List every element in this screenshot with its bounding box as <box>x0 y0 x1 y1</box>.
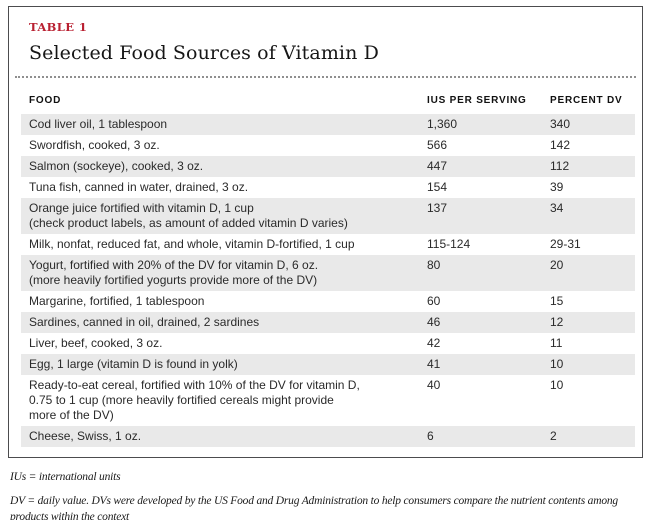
food-cell: Ready-to-eat cereal, fortified with 10% … <box>29 378 360 422</box>
ius-per-serving-cell: 60 <box>427 294 441 308</box>
ius-per-serving-cell: 1,360 <box>427 117 458 131</box>
food-cell: Margarine, fortified, 1 tablespoon <box>29 294 205 308</box>
table-row: Sardines, canned in oil, drained, 2 sard… <box>21 312 635 333</box>
column-header-percent-dv: PERCENT DV <box>550 95 623 106</box>
table-row: Liver, beef, cooked, 3 oz. 42 11 <box>21 333 635 354</box>
food-cell: Cod liver oil, 1 tablespoon <box>29 117 168 131</box>
percent-dv-cell: 142 <box>550 138 571 152</box>
footnote-dv-definition: DV = daily value. DVs were developed by … <box>10 495 618 520</box>
footnotes: IUs = international units DV = daily val… <box>10 469 640 520</box>
vitamin-d-table-page: TABLE 1 Selected Food Sources of Vitamin… <box>0 6 650 520</box>
table-row: Ready-to-eat cereal, fortified with 10% … <box>21 375 635 426</box>
table-row: Yogurt, fortified with 20% of the DV for… <box>21 255 635 291</box>
table-row: Cheese, Swiss, 1 oz. 6 2 <box>21 426 635 447</box>
food-cell: Cheese, Swiss, 1 oz. <box>29 429 142 443</box>
percent-dv-cell: 12 <box>550 315 564 329</box>
page-title: Selected Food Sources of Vitamin D <box>29 42 379 64</box>
percent-dv-cell: 10 <box>550 378 564 392</box>
table-row: Margarine, fortified, 1 tablespoon 60 15 <box>21 291 635 312</box>
card-header: TABLE 1 Selected Food Sources of Vitamin… <box>9 7 642 64</box>
food-cell: Tuna fish, canned in water, drained, 3 o… <box>29 180 249 194</box>
percent-dv-cell: 29-31 <box>550 237 581 251</box>
food-cell: Swordfish, cooked, 3 oz. <box>29 138 160 152</box>
table-row: Swordfish, cooked, 3 oz. 566 142 <box>21 135 635 156</box>
percent-dv-cell: 34 <box>550 201 564 215</box>
food-cell: Sardines, canned in oil, drained, 2 sard… <box>29 315 260 329</box>
percent-dv-cell: 2 <box>550 429 557 443</box>
ius-per-serving-cell: 566 <box>427 138 448 152</box>
table-body: Cod liver oil, 1 tablespoon 1,360 340 Sw… <box>21 114 635 447</box>
ius-per-serving-cell: 447 <box>427 159 448 173</box>
food-cell: Milk, nonfat, reduced fat, and whole, vi… <box>29 237 355 251</box>
food-cell: Salmon (sockeye), cooked, 3 oz. <box>29 159 204 173</box>
table-number-label: TABLE 1 <box>29 20 88 34</box>
percent-dv-cell: 20 <box>550 258 564 272</box>
food-cell: Orange juice fortified with vitamin D, 1… <box>29 201 348 230</box>
food-cell: Yogurt, fortified with 20% of the DV for… <box>29 258 319 287</box>
table-row: Milk, nonfat, reduced fat, and whole, vi… <box>21 234 635 255</box>
ius-per-serving-cell: 154 <box>427 180 448 194</box>
table-row: Tuna fish, canned in water, drained, 3 o… <box>21 177 635 198</box>
percent-dv-cell: 112 <box>550 159 570 173</box>
ius-per-serving-cell: 41 <box>427 357 441 371</box>
ius-per-serving-cell: 42 <box>427 336 441 350</box>
ius-per-serving-cell: 46 <box>427 315 441 329</box>
column-header-ius-per-serving: IUS PER SERVING <box>427 95 527 106</box>
table-row: Cod liver oil, 1 tablespoon 1,360 340 <box>21 114 635 135</box>
table-card: TABLE 1 Selected Food Sources of Vitamin… <box>8 6 643 458</box>
percent-dv-cell: 11 <box>550 336 563 350</box>
table-row: Orange juice fortified with vitamin D, 1… <box>21 198 635 234</box>
table-row: Egg, 1 large (vitamin D is found in yolk… <box>21 354 635 375</box>
ius-per-serving-cell: 137 <box>427 201 448 215</box>
footnote-iu-definition: IUs = international units <box>10 471 121 483</box>
percent-dv-cell: 39 <box>550 180 564 194</box>
food-cell: Liver, beef, cooked, 3 oz. <box>29 336 163 350</box>
food-sources-table: FOOD IUS PER SERVING PERCENT DV Cod live… <box>21 89 635 447</box>
dotted-divider <box>15 76 636 78</box>
table-header-row: FOOD IUS PER SERVING PERCENT DV <box>21 89 635 114</box>
percent-dv-cell: 10 <box>550 357 564 371</box>
table-row: Salmon (sockeye), cooked, 3 oz. 447 112 <box>21 156 635 177</box>
ius-per-serving-cell: 80 <box>427 258 441 272</box>
ius-per-serving-cell: 40 <box>427 378 441 392</box>
percent-dv-cell: 340 <box>550 117 571 131</box>
ius-per-serving-cell: 6 <box>427 429 434 443</box>
food-cell: Egg, 1 large (vitamin D is found in yolk… <box>29 357 238 371</box>
percent-dv-cell: 15 <box>550 294 564 308</box>
column-header-food: FOOD <box>29 95 62 106</box>
ius-per-serving-cell: 115-124 <box>427 237 471 251</box>
